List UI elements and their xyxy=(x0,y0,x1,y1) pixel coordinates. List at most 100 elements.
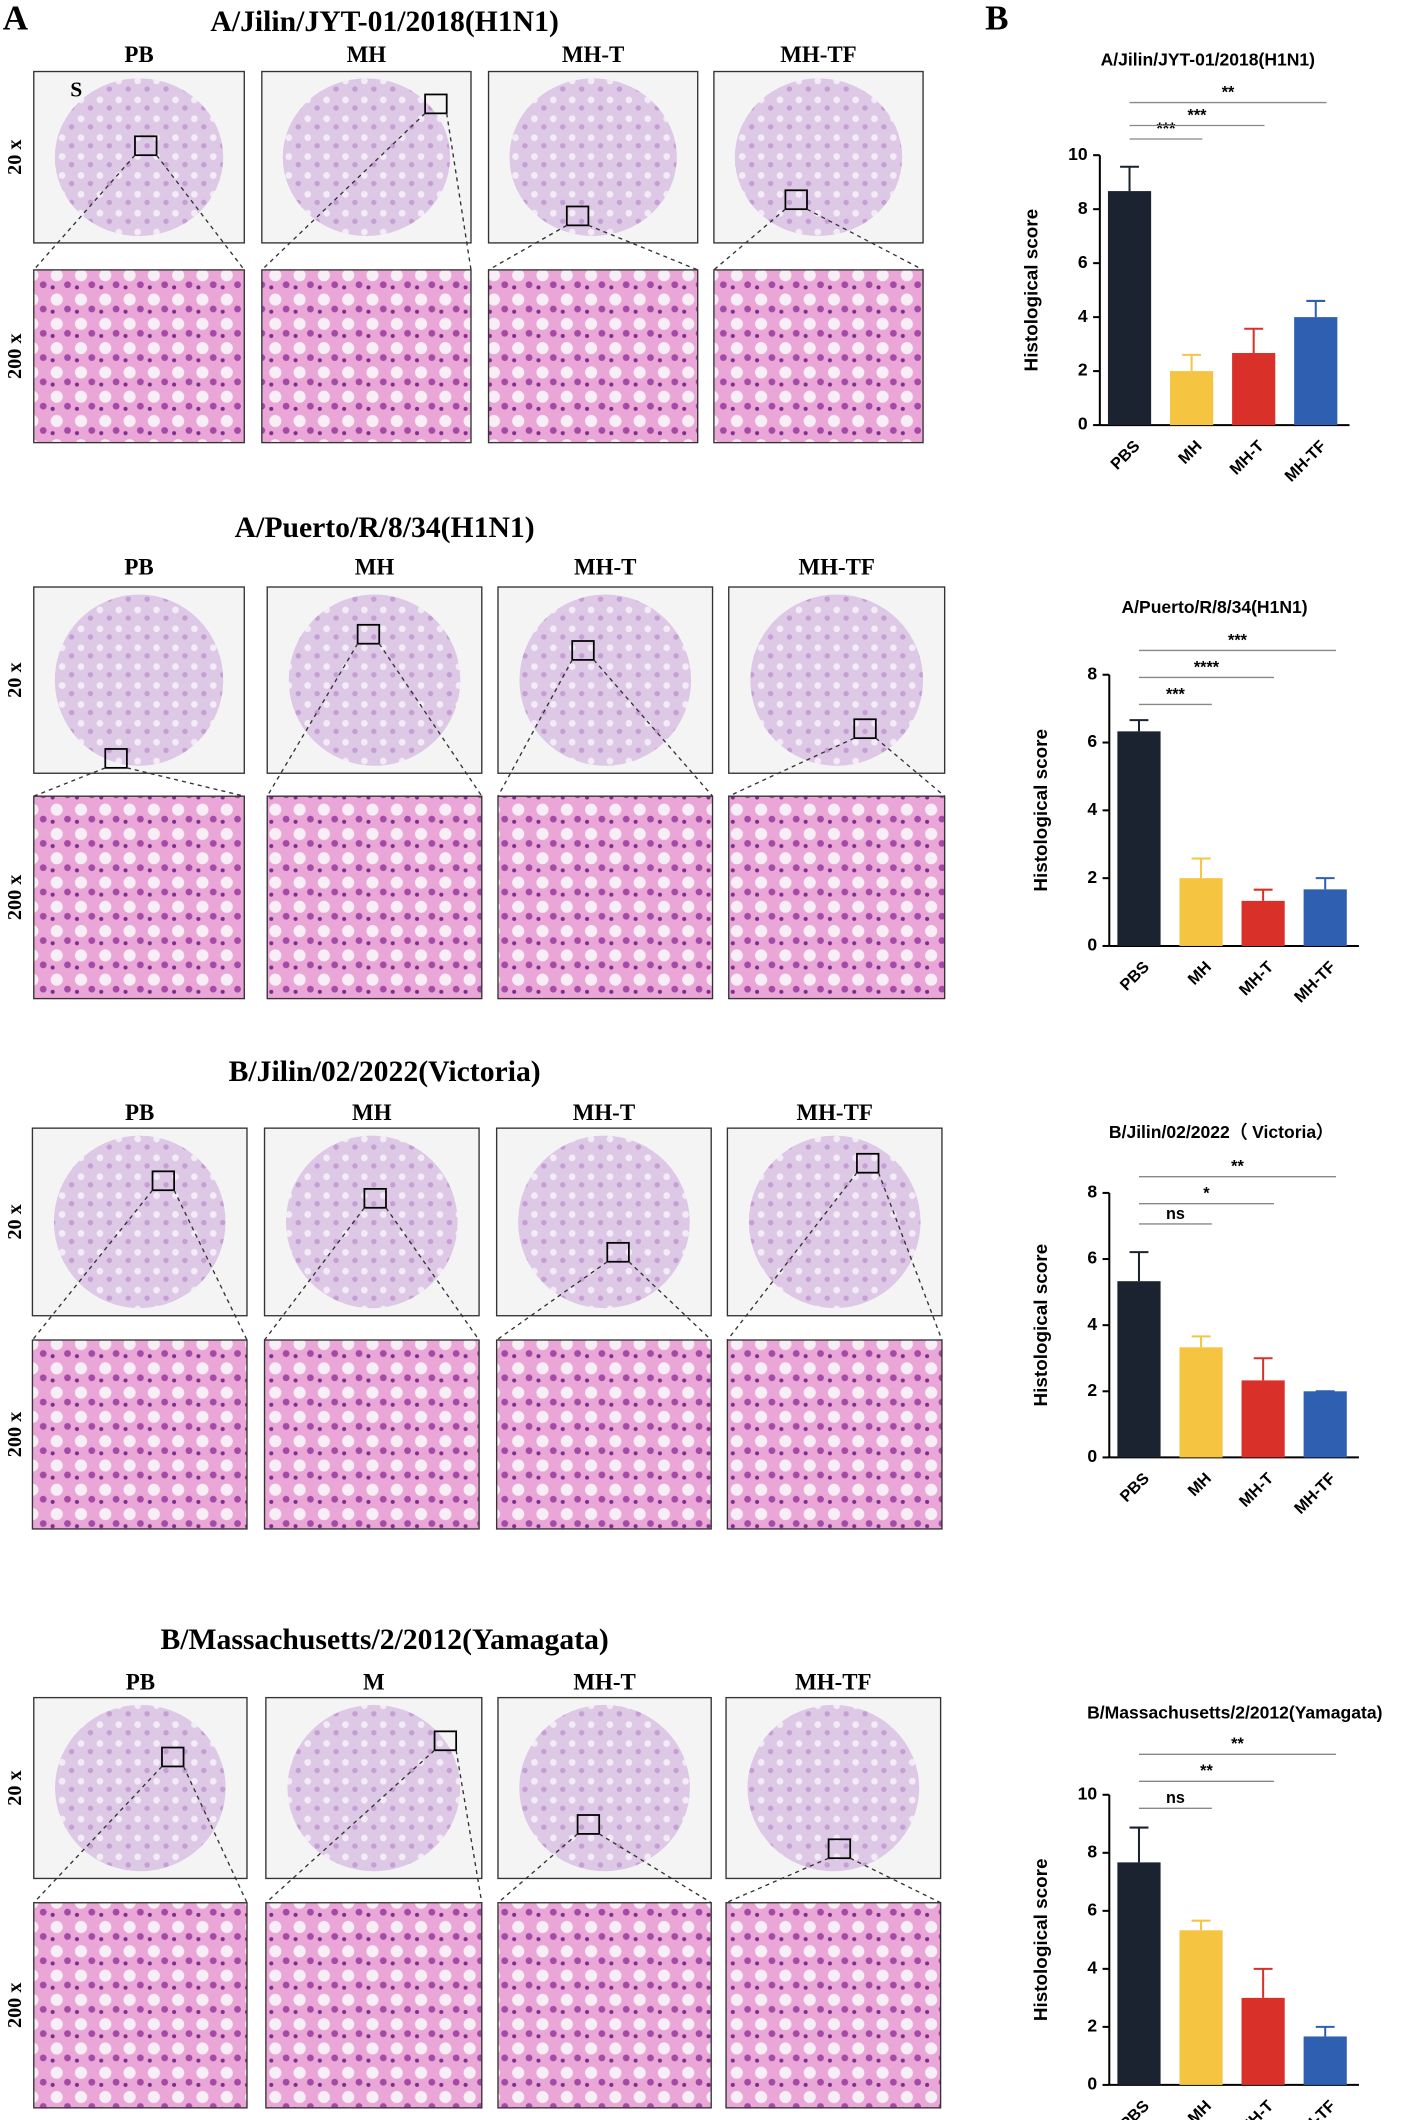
lung-section xyxy=(734,78,903,237)
zoom-image xyxy=(31,1339,248,1530)
y-tick-label: 2 xyxy=(1078,360,1088,380)
zoom-line xyxy=(497,1833,579,1904)
zoom-box xyxy=(134,135,158,157)
zoom-line xyxy=(263,1207,365,1341)
y-tick-label: 0 xyxy=(1087,1446,1097,1466)
y-tick-label: 10 xyxy=(1078,1783,1098,1803)
significance-label: ns xyxy=(1166,1205,1185,1223)
row-label: 20 x xyxy=(4,1769,26,1805)
zoom-box xyxy=(576,1814,601,1835)
significance-label: ** xyxy=(1222,83,1235,101)
zoom-line xyxy=(628,1261,712,1341)
bar xyxy=(1117,1862,1161,2085)
significance-label: ns xyxy=(1166,1789,1185,1807)
zoom-box xyxy=(571,640,595,661)
significance-label: *** xyxy=(1166,685,1186,703)
zoom-line xyxy=(265,1749,436,1904)
zoom-box xyxy=(784,189,808,211)
zoom-image xyxy=(713,269,924,444)
zoom-line xyxy=(726,1172,858,1341)
block-title: B/Massachusetts/2/2012(Yamagata) xyxy=(160,1624,608,1656)
column-label: PB xyxy=(124,555,153,580)
lung-section xyxy=(747,1704,920,1872)
y-tick-label: 8 xyxy=(1087,663,1097,683)
x-tick-label: MH-TF xyxy=(1291,958,1339,1006)
panel-label: A xyxy=(3,0,29,38)
column-label: MH-T xyxy=(574,555,636,580)
bar xyxy=(1179,878,1223,946)
zoom-box xyxy=(606,1241,630,1263)
significance-label: ** xyxy=(1200,1762,1213,1780)
bar xyxy=(1303,2036,1347,2085)
lung-section xyxy=(288,594,461,766)
lung-section xyxy=(53,1135,226,1309)
lung-section xyxy=(54,78,224,237)
zoom-image xyxy=(497,1902,712,2109)
significance-label: * xyxy=(1203,1185,1210,1203)
zoom-line xyxy=(496,1261,608,1341)
column-label: PB xyxy=(124,42,153,67)
zoom-line xyxy=(378,643,483,797)
zoom-image xyxy=(497,795,714,1000)
row-label: 20 x xyxy=(4,139,26,175)
x-tick-label: MH-T xyxy=(1236,2097,1277,2120)
zoom-line xyxy=(593,659,714,797)
y-tick-label: 8 xyxy=(1078,198,1088,218)
panel-label: B xyxy=(985,0,1008,38)
zoom-image xyxy=(725,1902,942,2109)
y-tick-label: 0 xyxy=(1078,414,1088,434)
zoom-line xyxy=(182,1766,248,1904)
column-label: MH-TF xyxy=(796,1100,872,1125)
bar xyxy=(1117,1281,1161,1458)
zoom-line xyxy=(728,737,855,797)
zoom-line xyxy=(261,112,426,271)
zoom-line xyxy=(33,1765,163,1904)
row-label: 200 x xyxy=(4,1411,26,1457)
zoom-image xyxy=(726,1339,943,1530)
zoom-box xyxy=(363,1187,387,1209)
zoom-image xyxy=(495,1339,712,1530)
chart-title: B/Massachusetts/2/2012(Yamagata) xyxy=(1087,1702,1382,1722)
x-tick-label: MH-TF xyxy=(1281,437,1329,485)
chart-title: A/Jilin/JYT-01/2018(H1N1) xyxy=(1101,49,1315,69)
zoom-line xyxy=(446,113,472,270)
bar xyxy=(1232,353,1276,426)
y-tick-label: 2 xyxy=(1087,867,1097,887)
zoom-image xyxy=(261,269,472,444)
zoom-box xyxy=(424,93,448,115)
y-tick-label: 0 xyxy=(1087,2074,1097,2094)
zoom-line xyxy=(385,1207,480,1341)
block-title: A/Jilin/JYT-01/2018(H1N1) xyxy=(210,6,558,38)
bar xyxy=(1303,1391,1347,1458)
zoom-line xyxy=(875,737,946,797)
bar xyxy=(1241,900,1285,946)
zoom-line xyxy=(266,643,359,797)
significance-label: *** xyxy=(1157,120,1177,138)
block-title: A/Puerto/R/8/34(H1N1) xyxy=(235,512,535,544)
row-label: 200 x xyxy=(4,874,26,920)
y-axis-label: Histological score xyxy=(1031,729,1052,892)
x-tick-label: MH-T xyxy=(1236,958,1277,999)
column-label: MH-TF xyxy=(795,1669,871,1694)
column-label: MH-T xyxy=(573,1100,635,1125)
row-label: 200 x xyxy=(4,1982,26,2028)
zoom-line xyxy=(455,1750,483,1903)
bar xyxy=(1107,191,1152,426)
zoom-line xyxy=(877,1172,943,1341)
y-tick-label: 8 xyxy=(1087,1182,1097,1202)
row-label: 20 x xyxy=(4,662,26,698)
chart-title: B/Jilin/02/2022（ Victoria） xyxy=(1109,1122,1334,1142)
y-axis-label: Histological score xyxy=(1021,209,1042,372)
y-tick-label: 6 xyxy=(1087,1248,1097,1268)
zoom-line xyxy=(725,1857,829,1904)
x-tick-label: MH xyxy=(1184,1469,1215,1500)
y-tick-label: 4 xyxy=(1087,1314,1097,1334)
column-label: PB xyxy=(126,1669,155,1694)
x-tick-label: MH-T xyxy=(1226,437,1267,478)
x-tick-label: MH-T xyxy=(1236,1469,1277,1510)
y-tick-label: 4 xyxy=(1087,1958,1097,1978)
lung-section xyxy=(282,78,451,237)
bar xyxy=(1294,317,1338,426)
zoom-line xyxy=(849,1857,941,1904)
zoom-box xyxy=(565,205,590,227)
